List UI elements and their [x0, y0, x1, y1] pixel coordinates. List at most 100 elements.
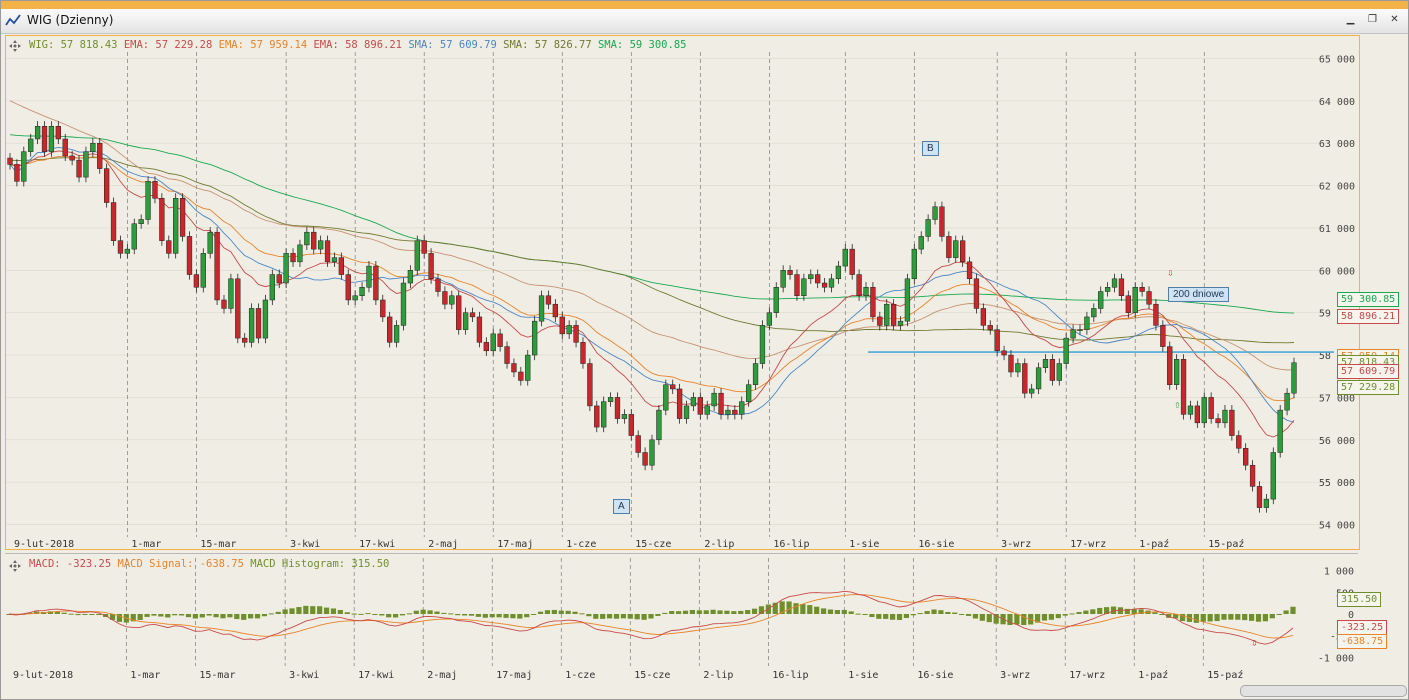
- candle-body: [311, 231, 317, 250]
- x-tick-label: 1-paź: [1139, 538, 1169, 549]
- macd-histogram-bar: [130, 614, 136, 622]
- candle-body: [987, 325, 993, 330]
- chart-app-icon: [5, 14, 21, 26]
- annotation-200-dniowe[interactable]: 200 dniowe: [1168, 287, 1230, 302]
- candle-body: [338, 257, 345, 275]
- candle-body: [462, 312, 469, 330]
- macd-histogram-bar: [703, 610, 709, 614]
- candle-body: [980, 308, 987, 326]
- candle-body: [1194, 405, 1201, 424]
- candle-body: [531, 320, 538, 356]
- price-chart[interactable]: 54 000 55 000 56 000 57 000 58 000 59 000 60 0…: [6, 36, 1359, 550]
- macd-histogram-bar: [1173, 614, 1179, 619]
- macd-histogram-bar: [96, 614, 102, 616]
- macd-histogram-bar: [1069, 613, 1075, 615]
- price-chart-panel[interactable]: 54 000 55 000 56 000 57 000 58 000 59 000 60 0…: [5, 35, 1360, 550]
- macd-histogram-bar: [524, 614, 530, 618]
- macd-histogram-bar: [392, 614, 399, 618]
- candle-body: [518, 371, 524, 381]
- candle-body: [1022, 363, 1028, 394]
- macd-histogram-bar: [241, 614, 247, 620]
- candle-body: [787, 270, 793, 275]
- candle-body: [97, 142, 103, 169]
- horizontal-scrollbar[interactable]: [1240, 685, 1407, 697]
- annotation-a[interactable]: A: [613, 499, 630, 514]
- move-panel-icon[interactable]: [8, 38, 22, 52]
- restore-button[interactable]: ❐: [1368, 14, 1377, 25]
- macd-histogram-bar: [462, 614, 468, 616]
- candle-body: [193, 274, 200, 288]
- macd-histogram-bar: [6, 614, 12, 615]
- window-caption[interactable]: WIG (Dzienny) ▁ ❐ ✕: [1, 9, 1408, 34]
- macd-histogram-bar: [137, 614, 143, 620]
- candle-body: [200, 253, 206, 288]
- candle-body: [152, 181, 158, 199]
- candle-body: [656, 409, 662, 441]
- candle-body: [607, 397, 614, 402]
- macd-histogram-bar: [1235, 614, 1241, 620]
- macd-histogram-bar: [655, 614, 661, 616]
- y-tick-label: 60 000: [1319, 266, 1355, 277]
- candle-body: [1132, 287, 1138, 313]
- macd-panel[interactable]: 1 0005000-500-1 0009-lut-20181-mar15-mar…: [5, 553, 1358, 684]
- candle-body: [373, 265, 379, 301]
- candle-body: [856, 274, 862, 296]
- macd-histogram-bar: [365, 613, 371, 615]
- macd-histogram-bar: [910, 614, 916, 616]
- macd-histogram-bar: [1255, 614, 1262, 622]
- candle-body: [1291, 362, 1297, 394]
- macd-histogram-bar: [1179, 614, 1186, 622]
- macd-histogram-bar: [61, 612, 67, 614]
- legend-item-2: EMA: 57 959.14: [218, 39, 314, 51]
- candle-body: [138, 219, 144, 224]
- macd-histogram-bar: [579, 613, 585, 615]
- macd-x-tick-label: 1-cze: [565, 670, 595, 681]
- macd-histogram-bar: [1083, 610, 1089, 614]
- macd-histogram-bar: [965, 614, 972, 616]
- x-tick-label: 16-sie: [918, 539, 954, 549]
- x-tick-label: 17-maj: [497, 539, 533, 549]
- macd-histogram-bar: [254, 614, 261, 619]
- macd-histogram-bar: [1048, 614, 1054, 620]
- candle-body: [1063, 337, 1069, 364]
- close-button[interactable]: ✕: [1390, 14, 1399, 25]
- candle-body: [759, 325, 766, 364]
- macd-legend-item-0: MACD: -323.25: [29, 558, 118, 570]
- x-tick-label: 1-mar: [131, 539, 161, 549]
- candle-body: [538, 295, 545, 322]
- annotation-b[interactable]: B: [922, 141, 939, 156]
- candle-body: [932, 206, 938, 220]
- move-panel-icon[interactable]: [8, 558, 22, 572]
- legend-item-0: WIG: 57 818.43: [29, 39, 124, 51]
- macd-histogram-bar: [945, 611, 951, 614]
- macd-histogram-bar: [282, 609, 288, 614]
- macd-histogram-bar: [841, 609, 847, 614]
- minimize-button[interactable]: ▁: [1346, 14, 1355, 25]
- macd-histogram-bar: [634, 614, 640, 620]
- macd-chart[interactable]: 1 0005000-500-1 0009-lut-20181-mar15-mar…: [5, 554, 1358, 684]
- macd-histogram-bar: [310, 606, 316, 614]
- x-tick-label: 1-cze: [566, 539, 596, 549]
- candle-body: [1167, 346, 1173, 385]
- macd-x-tick-label: 3-kwi: [289, 670, 319, 681]
- candle-body: [1008, 354, 1014, 373]
- y-tick-label: 55 000: [1319, 478, 1355, 489]
- candle-body: [221, 299, 227, 309]
- macd-histogram-bar: [669, 611, 675, 614]
- macd-histogram-bar: [807, 605, 813, 614]
- candle-body: [490, 333, 496, 352]
- candle-body: [918, 236, 924, 250]
- candle-body: [614, 397, 621, 419]
- candle-body: [297, 244, 303, 263]
- macd-y-tick-label: -1 000: [1318, 653, 1354, 664]
- macd-x-tick-label: 15-cze: [634, 670, 670, 681]
- macd-histogram-bar: [896, 614, 903, 620]
- macd-histogram-bar: [972, 614, 979, 619]
- macd-histogram-bar: [717, 610, 723, 614]
- macd-histogram-bar: [427, 610, 433, 614]
- candle-body: [1249, 464, 1256, 487]
- macd-histogram-bar: [1152, 612, 1158, 614]
- candle-body: [566, 325, 572, 335]
- candle-body: [511, 363, 517, 373]
- candle-body: [1084, 316, 1090, 330]
